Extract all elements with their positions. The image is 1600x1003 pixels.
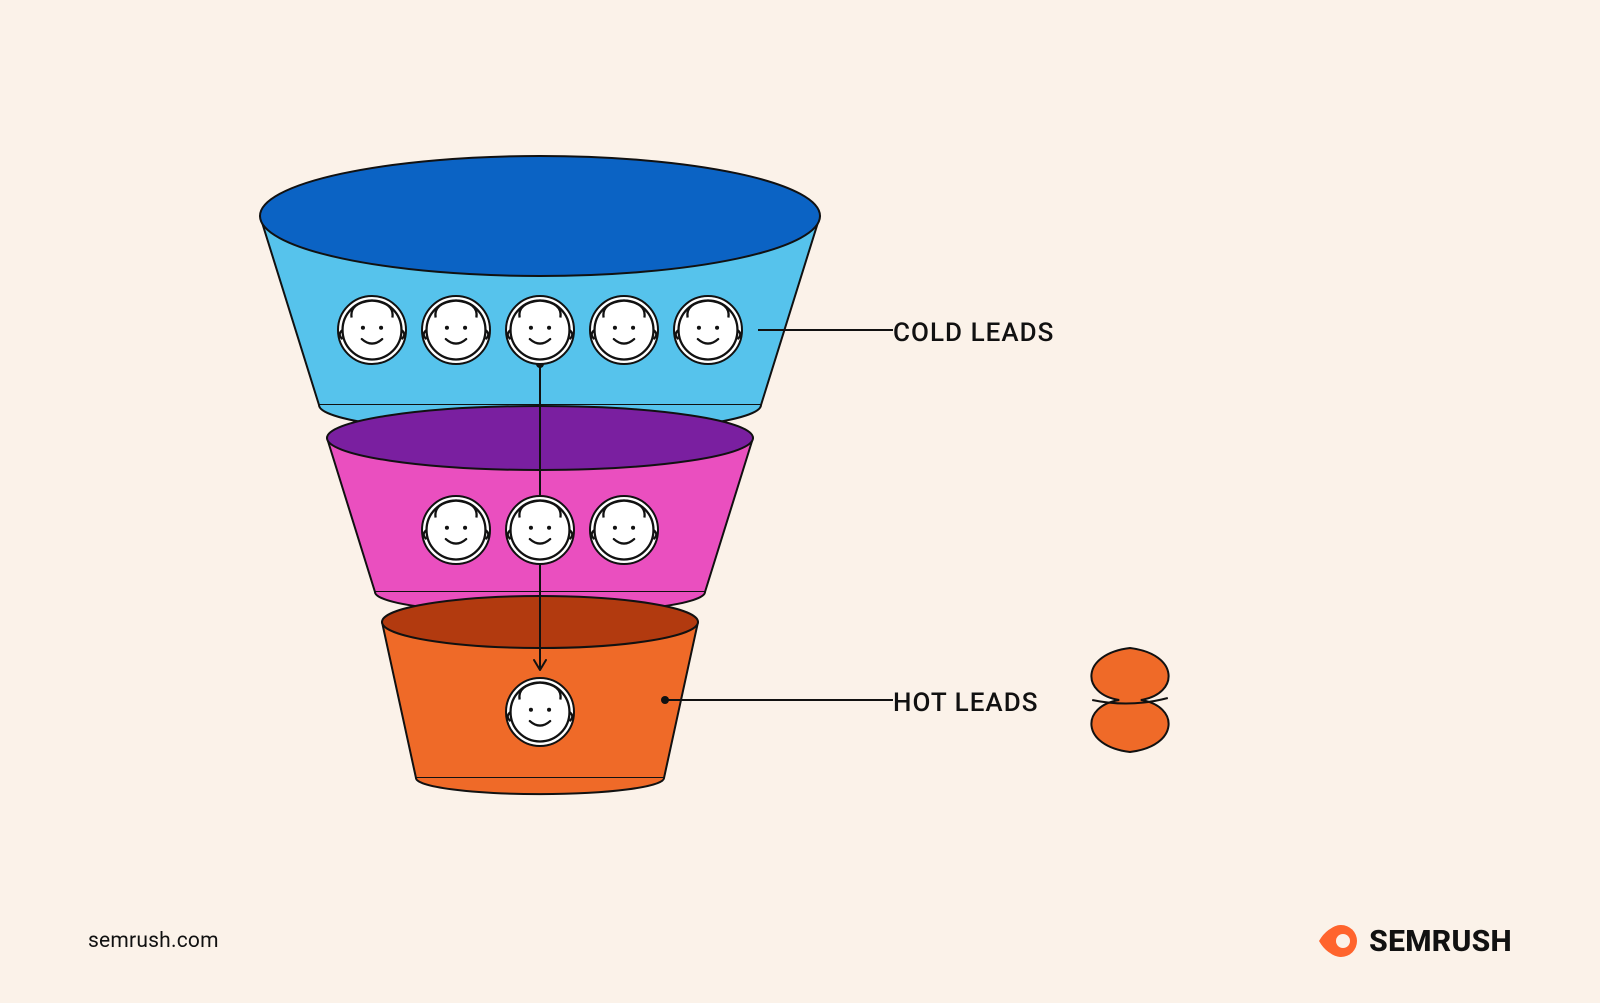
brand-lockup: SEMRUSH <box>1315 919 1512 963</box>
funnel-diagram <box>0 0 1600 1003</box>
semrush-logo-icon <box>1315 919 1359 963</box>
footer-url: semrush.com <box>88 929 219 953</box>
hot-leads-label: HOT LEADS <box>893 688 1039 718</box>
brand-name: SEMRUSH <box>1369 924 1512 959</box>
cold-leads-label: COLD LEADS <box>893 318 1054 348</box>
infographic-canvas: COLD LEADS HOT LEADS semrush.com SEMRUSH <box>0 0 1600 1003</box>
